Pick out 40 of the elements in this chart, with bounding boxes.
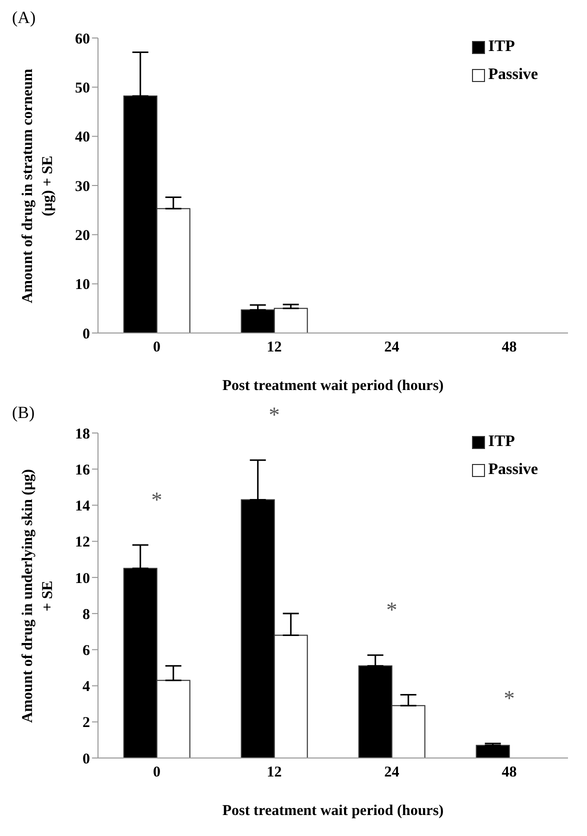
y-tick-label: 18 (75, 426, 90, 442)
y-tick-label: 12 (75, 534, 90, 551)
chart-title: (A) (12, 8, 36, 28)
x-tick-label: 0 (153, 340, 160, 356)
annotation: * (504, 686, 515, 711)
y-tick-label: 10 (75, 277, 90, 294)
y-tick-label: 6 (82, 642, 90, 659)
x-tick-label: 24 (384, 764, 400, 781)
x-axis-title: Post treatment wait period (hours) (221, 803, 445, 820)
y-tick-label: 60 (75, 31, 90, 48)
annotation: * (386, 597, 398, 622)
y-tick-label: 8 (82, 606, 90, 623)
y-tick-label: 0 (82, 751, 90, 768)
y-axis-title: Amount of drug in underlying skin (µg) + SE (19, 468, 57, 725)
x-tick-label: 12 (266, 340, 282, 356)
x-tick-label: 24 (384, 340, 400, 356)
bar (476, 744, 510, 758)
legend-label: ITP (488, 433, 515, 451)
y-tick-label: 10 (75, 570, 90, 587)
y-tick-label: 16 (75, 462, 90, 478)
x-tick-label: 0 (153, 764, 160, 781)
legend-label: Passive (488, 461, 538, 479)
y-tick-label: 14 (75, 498, 90, 515)
y-tick-label: 50 (75, 80, 90, 96)
annotation: * (151, 486, 162, 512)
legend-label: Passive (488, 66, 538, 84)
legend-label: ITP (488, 38, 515, 56)
y-tick-label: 0 (82, 326, 90, 342)
y-tick-label: 4 (82, 679, 90, 696)
y-axis-title: Amount of drug in stratum corneum (µg) + SE (19, 67, 57, 306)
x-tick-label: 48 (502, 764, 517, 781)
x-tick-label: 12 (266, 764, 282, 781)
x-tick-label: 48 (502, 340, 517, 356)
y-tick-label: 2 (82, 715, 90, 732)
y-tick-label: 20 (75, 228, 90, 244)
x-axis-title: Post treatment wait period (hours) (221, 378, 445, 395)
chart-title: (B) (12, 403, 35, 423)
text: * (268, 402, 280, 428)
y-tick-label: 40 (75, 130, 90, 146)
y-tick-label: 30 (75, 178, 90, 195)
